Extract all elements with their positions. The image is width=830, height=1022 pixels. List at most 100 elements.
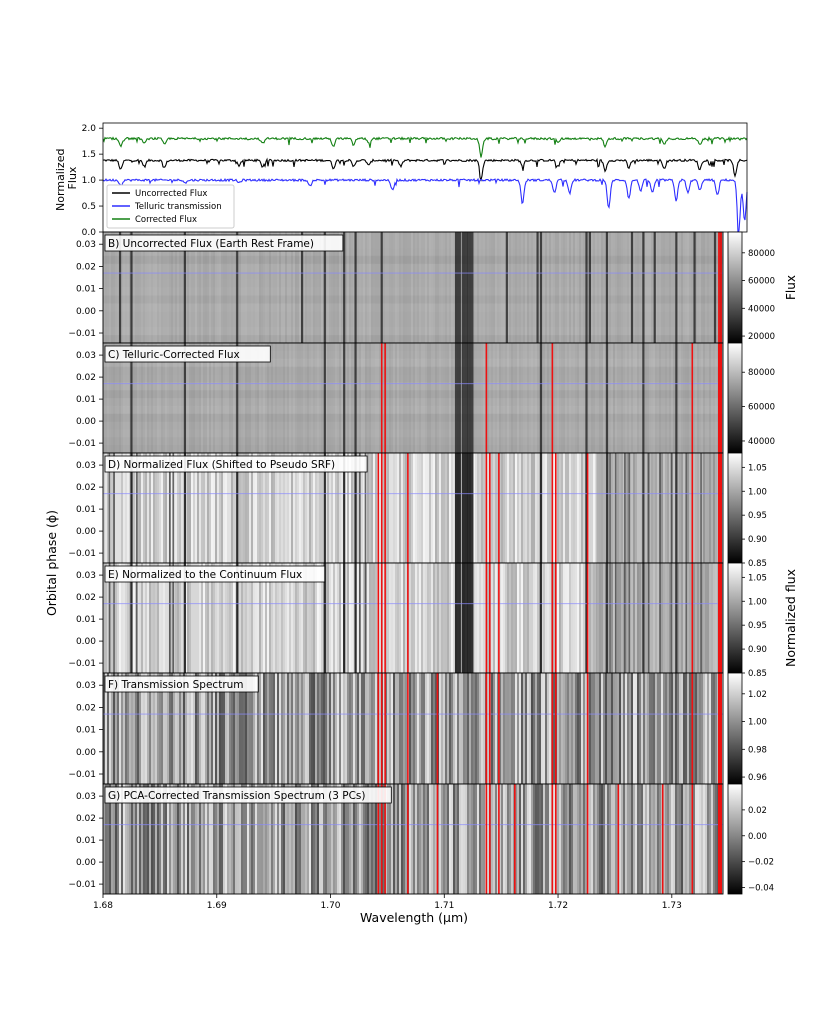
heatmap-column	[335, 343, 337, 453]
heatmap-column	[263, 343, 265, 453]
heatmap-column	[431, 784, 433, 894]
masked-wavelength-line	[380, 453, 383, 563]
heatmap-column	[215, 673, 217, 784]
heatmap-column	[463, 673, 465, 784]
heatmap-column	[591, 563, 593, 673]
heatmap-column	[219, 232, 221, 343]
heatmap-column	[491, 673, 493, 784]
colorbar-tick-label: 1.05	[748, 463, 767, 473]
heatmap-column	[525, 563, 527, 673]
absorption-line	[183, 453, 187, 563]
heatmap-column	[121, 784, 123, 894]
heatmap-column	[597, 563, 599, 673]
heatmap-column	[637, 343, 639, 453]
heatmap-column	[513, 563, 515, 673]
ytick-label: 0.03	[76, 681, 96, 691]
heatmap-column	[151, 232, 153, 343]
heatmap-column	[147, 673, 149, 784]
heatmap-column	[417, 673, 419, 784]
heatmap-column	[603, 232, 605, 343]
heatmap-column	[195, 563, 197, 673]
heatmap-column	[181, 232, 183, 343]
heatmap-column	[697, 343, 699, 453]
heatmap-column	[429, 343, 431, 453]
heatmap-column	[325, 563, 327, 673]
heatmap-column	[699, 453, 701, 563]
heatmap-column	[331, 453, 333, 563]
heatmap-column	[393, 563, 395, 673]
heatmap-column	[559, 784, 561, 894]
heatmap-column	[149, 343, 151, 453]
heatmap-column	[107, 673, 109, 784]
heatmap-column	[125, 673, 127, 784]
masked-wavelength-line	[380, 673, 383, 784]
heatmap-column	[153, 784, 155, 894]
heatmap-column	[703, 563, 705, 673]
heatmap-column	[337, 232, 339, 343]
heatmap-column	[703, 784, 705, 894]
heatmap-column	[439, 673, 441, 784]
heatmap-column	[515, 673, 517, 784]
heatmap-column	[689, 563, 691, 673]
heatmap-column	[337, 343, 339, 453]
heatmap-column	[125, 232, 127, 343]
heatmap-column	[661, 563, 663, 673]
heatmap-column	[573, 453, 575, 563]
heatmap-column	[147, 563, 149, 673]
heatmap-column	[291, 784, 293, 894]
heatmap-column	[189, 563, 191, 673]
heatmap-column	[197, 784, 199, 894]
heatmap-column	[327, 453, 329, 563]
panel-b-heatmap: B) Uncorrected Flux (Earth Rest Frame)−0…	[68, 231, 798, 344]
heatmap-column	[699, 673, 701, 784]
heatmap-column	[709, 343, 711, 453]
heatmap-column	[583, 453, 585, 563]
heatmap-column	[181, 784, 183, 894]
heatmap-column	[609, 232, 611, 343]
heatmap-column	[337, 453, 339, 563]
heatmap-column	[385, 563, 387, 673]
heatmap-column	[315, 673, 317, 784]
heatmap-column	[317, 673, 319, 784]
heatmap-column	[371, 232, 373, 343]
heatmap-column	[157, 453, 159, 563]
heatmap-column	[397, 673, 399, 784]
heatmap-column	[235, 563, 237, 673]
heatmap-column	[259, 453, 261, 563]
masked-edge-band	[718, 343, 722, 453]
absorption-line	[461, 563, 468, 673]
series-line-corrected-flux	[102, 136, 748, 158]
panel-g-heatmap: G) PCA-Corrected Transmission Spectrum (…	[68, 783, 774, 895]
heatmap-column	[621, 343, 623, 453]
heatmap-column	[413, 343, 415, 453]
heatmap-column	[511, 784, 513, 894]
heatmap-column	[425, 673, 427, 784]
heatmap-column	[391, 563, 393, 673]
heatmap-row-band	[103, 271, 723, 281]
heatmap-column	[623, 343, 625, 453]
heatmap-column	[171, 673, 173, 784]
heatmap-column	[513, 343, 515, 453]
heatmap-column	[295, 343, 297, 453]
heatmap-column	[601, 563, 603, 673]
heatmap-column	[563, 563, 565, 673]
heatmap-column	[235, 343, 237, 453]
heatmap-column	[663, 232, 665, 343]
masked-wavelength-line	[691, 343, 694, 453]
heatmap-column	[611, 673, 613, 784]
heatmap-column	[373, 232, 375, 343]
heatmap-column	[623, 453, 625, 563]
heatmap-column	[683, 784, 685, 894]
heatmap-row-band	[103, 239, 723, 249]
heatmap-column	[663, 563, 665, 673]
heatmap-column	[283, 453, 285, 563]
heatmap-column	[313, 232, 315, 343]
heatmap-column	[435, 232, 437, 343]
heatmap-column	[149, 784, 151, 894]
heatmap-column	[389, 232, 391, 343]
heatmap-column	[199, 673, 201, 784]
heatmap-column	[469, 673, 471, 784]
heatmap-column	[423, 453, 425, 563]
heatmap-column	[663, 453, 665, 563]
absorption-line	[588, 232, 591, 343]
